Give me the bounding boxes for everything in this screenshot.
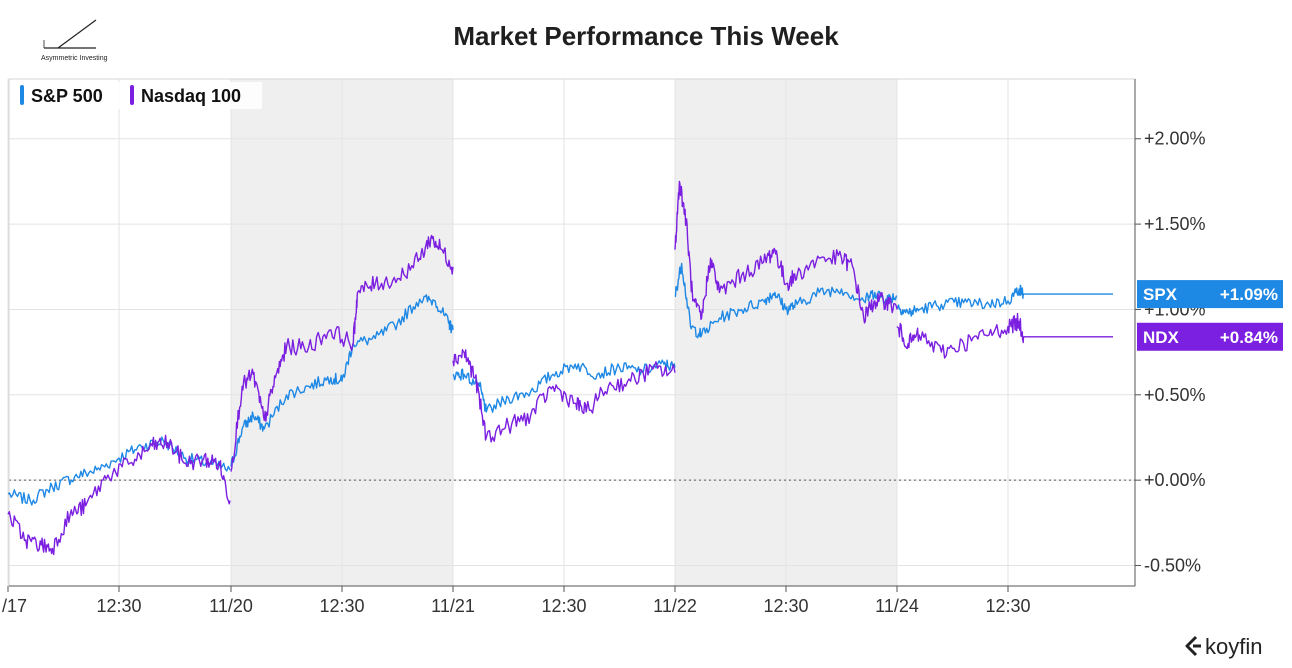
y-tick-label: +0.50% [1144, 385, 1206, 405]
koyfin-chevron-icon [1185, 635, 1201, 657]
series-line-ndx [452, 349, 676, 443]
x-tick-label: 11/21 [431, 596, 475, 616]
tag-symbol-spx: SPX [1143, 285, 1178, 304]
series-line-spx [896, 284, 1113, 317]
logo-text: Asymmetric Investing [41, 55, 108, 62]
y-tick-label: -0.50% [1144, 556, 1201, 576]
tag-value-spx: +1.09% [1220, 285, 1278, 304]
legend-label-nasdaq100: Nasdaq 100 [141, 86, 241, 106]
x-tick-label: 12:30 [763, 596, 808, 616]
tag-symbol-ndx: NDX [1143, 328, 1180, 347]
legend-label-sp500: S&P 500 [31, 86, 103, 106]
series-line-spx [230, 294, 454, 467]
x-tick-label: 12:30 [985, 596, 1030, 616]
x-tick-label: 12:30 [541, 596, 586, 616]
series-line-ndx [896, 312, 1113, 359]
tag-value-ndx: +0.84% [1220, 328, 1278, 347]
series-lines [7, 180, 1113, 556]
gridlines [7, 79, 1135, 586]
x-tick-labels: /17 12:30 11/20 12:30 11/21 12:30 11/22 12:30 11… [2, 586, 1031, 616]
koyfin-brand: koyfin [1185, 634, 1262, 659]
series-line-ndx [674, 180, 898, 324]
y-tick-label: +0.00% [1144, 470, 1206, 490]
y-tick-label: +2.00% [1144, 129, 1206, 149]
series-line-ndx [7, 434, 231, 556]
x-tick-label: 11/20 [209, 596, 253, 616]
x-tick-label: /17 [2, 596, 27, 616]
brand-name: koyfin [1205, 634, 1262, 659]
legend-swatch-sp500 [20, 85, 24, 105]
plot-area [7, 78, 1136, 587]
x-tick-label: 11/24 [875, 596, 919, 616]
last-value-tags: SPX +1.09% NDX +0.84% [1137, 280, 1283, 351]
x-tick-label: 12:30 [96, 596, 141, 616]
asymmetric-investing-logo: Asymmetric Investing [41, 19, 108, 62]
plot-frame [8, 78, 1136, 587]
last-value-tag-ndx [1137, 322, 1283, 351]
y-tick-labels: -0.50%+0.00%+0.50%+1.00%+1.50%+2.00% [1135, 129, 1206, 576]
series-line-ndx [230, 234, 454, 472]
x-tick-label: 11/22 [653, 596, 697, 616]
series-line-spx [7, 436, 231, 506]
legend-swatch-nasdaq100 [130, 85, 134, 105]
chart-title: Market Performance This Week [453, 21, 839, 51]
legend: S&P 500 Nasdaq 100 [16, 82, 262, 109]
y-tick-label: +1.50% [1144, 214, 1206, 234]
series-line-spx [674, 262, 898, 339]
last-value-tag-spx [1137, 280, 1283, 309]
x-tick-label: 12:30 [319, 596, 364, 616]
